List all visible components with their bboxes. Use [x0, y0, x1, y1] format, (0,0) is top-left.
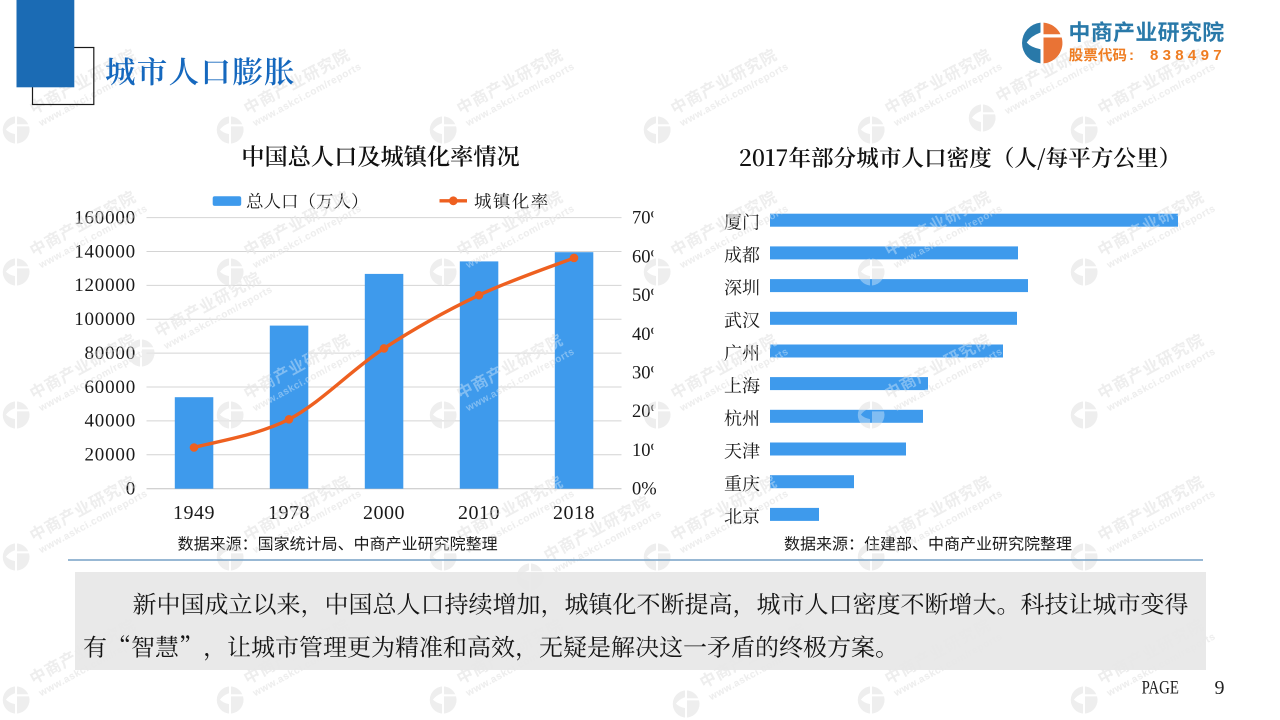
svg-text:70%: 70%	[632, 209, 666, 229]
svg-text:2018: 2018	[553, 502, 595, 524]
svg-text:0%: 0%	[632, 480, 657, 500]
svg-text:2010: 2010	[458, 502, 500, 524]
svg-text:2000: 2000	[363, 502, 405, 524]
svg-text:10%: 10%	[632, 441, 666, 461]
svg-text:9: 9	[1215, 677, 1225, 699]
svg-text:50%: 50%	[632, 286, 666, 306]
svg-text:838497: 838497	[1150, 47, 1226, 64]
svg-text:40%: 40%	[632, 325, 666, 345]
svg-text:140000: 140000	[74, 241, 136, 262]
svg-text:PAGE: PAGE	[1142, 677, 1179, 698]
svg-text:100000: 100000	[74, 309, 136, 330]
svg-text:120000: 120000	[74, 275, 136, 296]
svg-text:30%: 30%	[632, 364, 666, 384]
svg-text:40000: 40000	[85, 411, 137, 432]
svg-text:0: 0	[126, 479, 136, 500]
svg-text:1949: 1949	[173, 502, 215, 524]
svg-text::: :	[1129, 47, 1134, 64]
svg-text:20000: 20000	[85, 445, 137, 466]
